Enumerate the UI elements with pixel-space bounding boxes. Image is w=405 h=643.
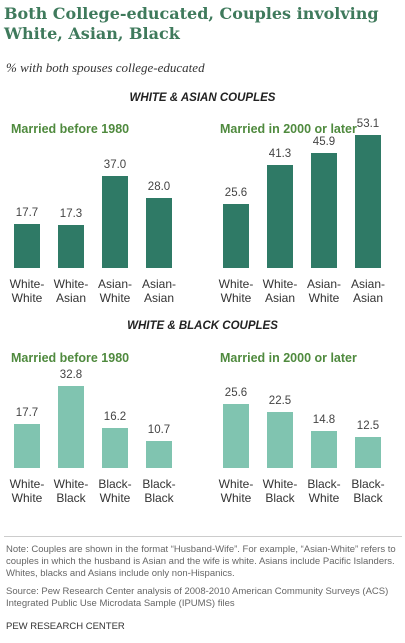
panel-title: Married before 1980 xyxy=(11,122,130,136)
x-tick-label: Asian-White xyxy=(97,277,132,305)
bar xyxy=(223,404,249,468)
bar xyxy=(14,223,40,268)
bar xyxy=(355,436,381,468)
subtitle: % with both spouses college-educated xyxy=(6,60,205,75)
x-tick-label: Black-White xyxy=(98,477,132,505)
bar xyxy=(311,431,337,468)
value-label: 22.5 xyxy=(268,394,292,407)
value-label: 53.1 xyxy=(356,118,380,131)
x-tick-label: Black-White xyxy=(307,477,341,505)
value-label: 17.3 xyxy=(59,207,83,220)
note: Note: Couples are shown in the format “H… xyxy=(6,544,396,579)
panel-title: Married in 2000 or later xyxy=(220,351,357,365)
panel-title: Married before 1980 xyxy=(11,351,130,365)
panel-title: Married in 2000 or later xyxy=(220,122,357,136)
source: Source: Pew Research Center analysis of … xyxy=(6,586,389,609)
bar xyxy=(146,441,172,468)
value-label: 17.7 xyxy=(15,406,39,419)
value-label: 28.0 xyxy=(147,181,171,193)
section-header: WHITE & ASIAN COUPLES xyxy=(129,92,276,104)
bar xyxy=(58,224,84,268)
value-label: 25.6 xyxy=(224,187,248,199)
x-tick-label: White-White xyxy=(9,477,45,505)
x-tick-label: White-Asian xyxy=(262,277,298,305)
section-header: WHITE & BLACK COUPLES xyxy=(127,320,278,332)
bar xyxy=(58,386,84,468)
x-tick-label: Asian-White xyxy=(306,277,341,305)
title: Both College-educated, Couples involving… xyxy=(4,4,379,43)
value-label: 32.8 xyxy=(59,369,83,381)
x-tick-label: Asian-Asian xyxy=(350,277,385,305)
bar xyxy=(102,427,128,468)
x-tick-label: White-Black xyxy=(53,477,89,505)
bar xyxy=(14,423,40,468)
value-label: 17.7 xyxy=(15,206,39,219)
bar xyxy=(311,153,337,268)
value-label: 16.2 xyxy=(103,410,127,423)
x-tick-label: White-White xyxy=(9,277,45,305)
x-tick-label: White-White xyxy=(218,477,254,505)
divider xyxy=(4,536,402,537)
bar xyxy=(102,175,128,268)
x-tick-label: Black-Black xyxy=(351,477,385,505)
credit: PEW RESEARCH CENTER xyxy=(6,621,125,632)
value-label: 10.7 xyxy=(147,424,171,437)
bar xyxy=(223,204,249,268)
value-label: 45.9 xyxy=(312,136,336,149)
x-tick-label: White-Black xyxy=(262,477,298,505)
value-label: 37.0 xyxy=(103,158,127,171)
bar xyxy=(267,164,293,268)
x-tick-label: White-Asian xyxy=(53,277,89,305)
value-label: 14.8 xyxy=(312,414,336,426)
value-label: 25.6 xyxy=(224,387,248,399)
x-tick-label: Asian-Asian xyxy=(141,277,176,305)
x-tick-label: White-White xyxy=(218,277,254,305)
x-tick-label: Black-Black xyxy=(142,477,176,505)
value-label: 41.3 xyxy=(268,147,292,160)
value-label: 12.5 xyxy=(356,419,380,432)
bar xyxy=(267,411,293,468)
bar xyxy=(355,135,381,268)
bar xyxy=(146,198,172,268)
